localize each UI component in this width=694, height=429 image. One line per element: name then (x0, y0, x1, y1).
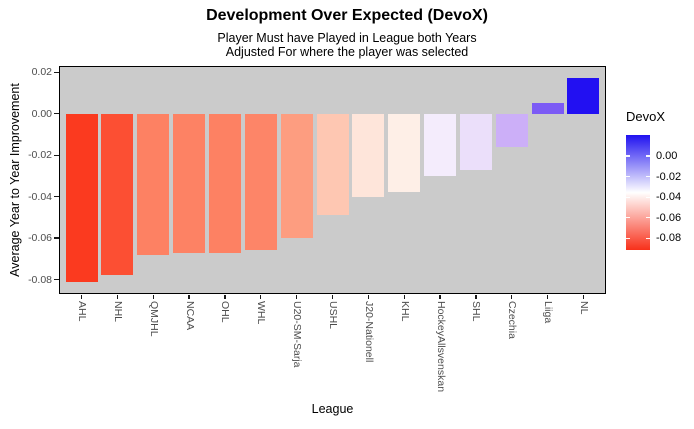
bar-j20-nationell (352, 113, 385, 197)
legend-tick-label: -0.04 (656, 191, 682, 204)
plot-panel (60, 67, 605, 293)
legend-title: DevoX (626, 109, 666, 124)
x-tick-label: Czechia (506, 301, 519, 339)
x-tick-mark (152, 294, 154, 299)
y-tick-label: -0.04 (28, 190, 52, 203)
x-tick-label: Liiga (542, 301, 555, 324)
x-tick-mark (116, 294, 118, 299)
x-tick-label: HockeyAllsvenskan (434, 301, 447, 393)
legend-tick-mark (626, 175, 630, 178)
x-axis-title: League (311, 402, 354, 416)
legend-gradient-bar (626, 135, 650, 250)
chart-subtitle: Player Must have Played in League both Y… (0, 31, 694, 59)
x-tick-label: NL (577, 301, 590, 315)
x-tick-label: SHL (470, 301, 483, 322)
x-tick-mark (260, 294, 262, 299)
legend-tick-label: 0.00 (656, 150, 678, 162)
chart-subtitle-line-1: Player Must have Played in League both Y… (217, 31, 477, 45)
bar-khl (388, 113, 421, 193)
legend-tick-mark (646, 175, 650, 178)
bar-liiga (531, 103, 564, 114)
legend-tick-mark (646, 196, 650, 198)
x-tick-label: WHL (255, 301, 268, 325)
bar-u20-sm-sarja (280, 113, 313, 239)
bar-nhl (101, 113, 134, 276)
x-tick-mark (331, 294, 334, 299)
x-tick-mark (582, 294, 585, 299)
y-tick-mark (54, 278, 59, 281)
legend-tick-mark (626, 237, 630, 239)
x-tick-mark (547, 294, 549, 299)
legend-tick-mark (646, 237, 650, 239)
bar-ohl (208, 113, 241, 253)
bar-whl (244, 113, 277, 251)
x-tick-mark (511, 294, 513, 299)
x-tick-mark (475, 294, 477, 299)
chart-subtitle-line-2: Adjusted For where the player was select… (225, 45, 469, 59)
x-tick-label: OHL (219, 301, 232, 323)
bar-hockeyallsvenskan (424, 113, 457, 176)
y-tick-mark (54, 71, 59, 73)
x-tick-mark (80, 294, 83, 299)
bar-nl (567, 78, 600, 114)
y-tick-label: -0.06 (28, 232, 52, 245)
legend-tick-mark (646, 155, 650, 157)
x-tick-label: USHL (327, 301, 339, 330)
bar-shl (459, 113, 492, 170)
legend-tick-label: -0.08 (656, 232, 682, 245)
x-tick-label: AHL (76, 301, 88, 322)
x-tick-label: QMJHL (147, 301, 160, 337)
x-tick-label: KHL (398, 301, 411, 322)
y-tick-label: 0.00 (31, 107, 52, 120)
x-tick-label: J20-Nationell (362, 301, 375, 363)
x-tick-mark (296, 294, 298, 299)
x-tick-mark (188, 294, 190, 299)
x-tick-mark (439, 294, 441, 299)
x-tick-label: U20-SM-Sarja (291, 301, 304, 368)
y-tick-mark (54, 113, 59, 115)
y-tick-label: 0.02 (31, 66, 52, 79)
bar-ncaa (173, 113, 206, 253)
bar-qmjhl (137, 113, 170, 255)
x-tick-mark (367, 294, 369, 299)
chart-title: Development Over Expected (DevoX) (206, 7, 488, 24)
legend-tick-mark (646, 217, 650, 219)
legend-tick-mark (626, 217, 630, 219)
x-tick-mark (224, 294, 226, 299)
y-tick-mark (54, 237, 59, 239)
y-tick-label: -0.02 (28, 149, 52, 162)
bar-ahl (65, 113, 98, 282)
y-tick-label: -0.08 (28, 273, 52, 286)
x-tick-mark (403, 294, 405, 299)
y-tick-mark (54, 154, 59, 156)
legend-tick-mark (626, 196, 630, 198)
legend-tick-mark (626, 155, 630, 157)
y-tick-mark (54, 195, 59, 198)
x-tick-label: NCAA (183, 301, 196, 331)
bar-ushl (316, 113, 349, 216)
bar-czechia (495, 113, 528, 147)
legend-tick-label: -0.02 (656, 170, 682, 183)
legend-tick-label: -0.06 (656, 211, 682, 224)
x-tick-label: NHL (111, 301, 124, 323)
